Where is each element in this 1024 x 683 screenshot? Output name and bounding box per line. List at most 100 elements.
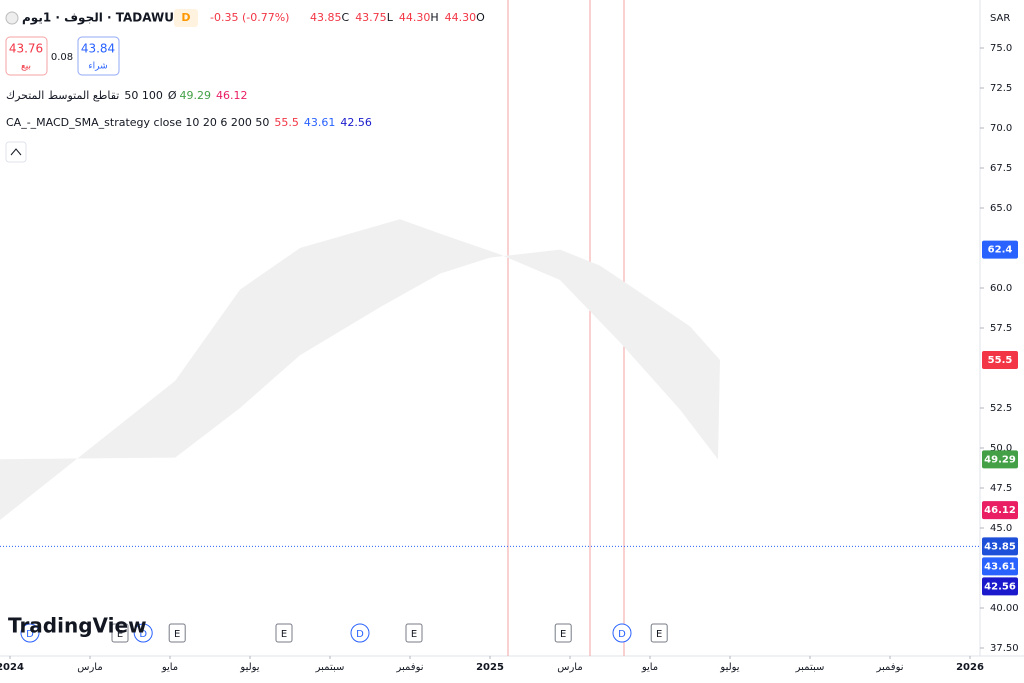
y-tick-label: 70.0: [990, 123, 1012, 134]
x-tick-label: مايو: [641, 662, 658, 673]
event-marker: [554, 623, 572, 643]
indicator-value: 43.61: [304, 116, 336, 129]
event-label: D: [139, 629, 147, 640]
ohlc-value: 43.75: [355, 11, 387, 24]
symbol-icon: [5, 11, 19, 25]
ohlc: 43.85 C 43.75 L 44.30 H 44.30 O: [310, 11, 485, 24]
buy-label: شراء: [88, 62, 107, 72]
y-tick-label: 67.5: [990, 163, 1012, 174]
x-tick-label: سبتمبر: [795, 662, 825, 673]
x-tick-label: مايو: [161, 662, 178, 673]
x-tick-label: 2026: [956, 662, 984, 673]
price-label-box: [982, 577, 1018, 596]
price-label: 46.12: [984, 505, 1016, 516]
indicator-params: 50 100: [124, 89, 163, 102]
x-tick-label: نوفمبر: [395, 662, 423, 673]
event-label: E: [281, 629, 287, 640]
event-label: D: [356, 629, 364, 640]
event-marker: [350, 623, 370, 643]
y-tick-label: 50.0: [990, 443, 1012, 454]
currency[interactable]: SAR: [990, 13, 1010, 24]
area-shade: [0, 219, 720, 520]
y-tick-label: 60.0: [990, 283, 1012, 294]
price-label: 49.29: [984, 454, 1016, 465]
indicator-value: 49.29: [180, 89, 212, 102]
y-tick-label: 57.5: [990, 323, 1012, 334]
price-label: 43.61: [984, 561, 1016, 572]
price-label-box: [982, 351, 1018, 369]
price-label-box: [982, 240, 1018, 259]
badge-bg: [174, 9, 198, 27]
event-label: E: [174, 629, 180, 640]
price-label: 62.4: [988, 245, 1013, 256]
sell-box[interactable]: [5, 36, 48, 76]
y-tick-label: 65.0: [990, 203, 1012, 214]
price-label: 42.56: [984, 581, 1016, 592]
indicator-value: 42.56: [340, 116, 372, 129]
ohlc-value: 43.85: [310, 11, 342, 24]
symbol[interactable]: الجوف · 1يوم · TADAWUL: [22, 11, 182, 26]
sell-price: 43.76: [9, 42, 43, 56]
collapse-icon: [10, 148, 22, 156]
logo[interactable]: TradingView: [8, 614, 147, 638]
x-tick-label: 2025: [476, 662, 504, 673]
x-tick-label: نوفمبر: [875, 662, 903, 673]
event-label: E: [560, 629, 566, 640]
ohlc-value: 44.30: [399, 11, 431, 24]
ohlc-key: O: [476, 11, 485, 24]
event-label: D: [26, 629, 34, 640]
y-tick-label: 45.0: [990, 523, 1012, 534]
x-tick-label: سبتمبر: [315, 662, 345, 673]
event-label: E: [117, 629, 123, 640]
event-marker: [133, 623, 153, 643]
spread: 0.08: [51, 52, 73, 63]
y-tick-label: 37.50: [990, 643, 1019, 654]
ohlc-value: 44.30: [445, 11, 477, 24]
indicator-value: 46.12: [216, 89, 248, 102]
ohlc-key: H: [430, 11, 438, 24]
y-tick-label: 75.0: [990, 43, 1012, 54]
price-label-box: [982, 537, 1018, 556]
y-tick-label: 40.00: [990, 603, 1019, 614]
indicators: تقاطع المتوسط المتحرك 50 100 Ø 49.29 46.12 CA…: [6, 89, 372, 129]
indicator-flag: Ø: [168, 89, 177, 102]
event-marker: [612, 623, 632, 643]
event-marker: [111, 623, 129, 643]
collapse-button[interactable]: [5, 141, 27, 163]
buy-box[interactable]: [77, 36, 120, 76]
y-tick-label: 52.5: [990, 403, 1012, 414]
x-tick-label: يوليو: [239, 662, 259, 673]
ohlc-key: C: [342, 11, 350, 24]
buy-price: 43.84: [81, 42, 115, 56]
x-tick-label: مارس: [557, 662, 582, 673]
overlay: الجوف · 1يوم · TADAWUL D -0.35 (-0.77%) …: [5, 9, 1010, 638]
event-label: E: [411, 629, 417, 640]
price-label: 43.85: [984, 541, 1016, 552]
price-label-box: [982, 450, 1018, 469]
x-tick-label: مارس: [77, 662, 102, 673]
event-marker: [405, 623, 423, 643]
indicator-name: تقاطع المتوسط المتحرك: [6, 89, 119, 102]
indicator-value: 55.5: [274, 116, 299, 129]
interval-badge: D: [181, 11, 190, 24]
event-label: D: [618, 629, 626, 640]
y-tick-label: 47.5: [990, 483, 1012, 494]
indicator-name: CA_-_MACD_SMA_strategy close 10 20 6 200…: [6, 116, 269, 129]
sell-label: بيع: [21, 62, 31, 72]
price-label: 55.5: [988, 355, 1013, 366]
ohlc-key: L: [387, 11, 394, 24]
x-tick-label: يوليو: [719, 662, 739, 673]
y-tick-label: 72.5: [990, 83, 1012, 94]
event-label: E: [656, 629, 662, 640]
price-label-box: [982, 557, 1018, 576]
event-marker: [168, 623, 186, 643]
event-marker: [275, 623, 293, 643]
x-tick-label: 2024: [0, 662, 24, 673]
event-marker: [650, 623, 668, 643]
change: -0.35 (-0.77%): [210, 11, 289, 24]
price-label-box: [982, 501, 1018, 520]
event-marker: [20, 623, 40, 643]
